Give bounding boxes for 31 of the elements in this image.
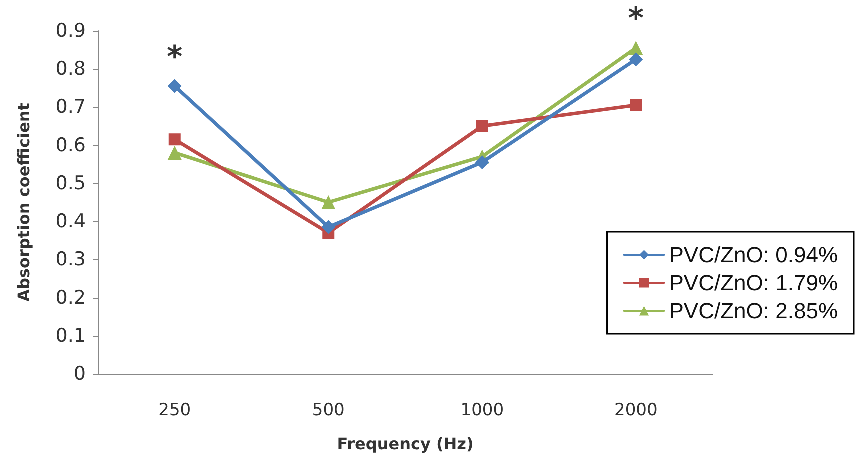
- y-tick-label: 0.2: [56, 286, 86, 309]
- y-tick-label: 0: [74, 363, 86, 385]
- y-tick-label: 0.4: [56, 210, 86, 233]
- legend-label: PVC/ZnO: 1.79%: [669, 270, 838, 296]
- x-tick-label: 500: [312, 400, 345, 420]
- y-tick-label: 0.1: [56, 324, 86, 347]
- point: [629, 41, 644, 56]
- y-tick-label: 0.7: [56, 96, 86, 118]
- annotation: *: [628, 2, 644, 37]
- y-tick-label: 0.5: [56, 172, 86, 194]
- x-tick-label: 2000: [614, 400, 658, 420]
- point: [629, 52, 644, 67]
- legend-label: PVC/ZnO: 0.94%: [669, 242, 838, 268]
- legend-label: PVC/ZnO: 2.85%: [669, 298, 838, 324]
- y-tick-label: 0.8: [56, 58, 86, 80]
- y-tick-label: 0.9: [56, 20, 86, 42]
- point: [322, 196, 336, 210]
- y-tick-label: 0.3: [56, 248, 86, 271]
- point: [476, 120, 488, 132]
- point: [168, 146, 182, 160]
- point: [475, 155, 490, 170]
- y-tick-label: 0.6: [56, 134, 86, 156]
- x-tick-label: 1000: [460, 400, 504, 420]
- point: [630, 99, 642, 112]
- y-axis-title: Absorption coefficient: [14, 102, 34, 302]
- x-tick-label: 250: [158, 400, 192, 420]
- annotation: *: [167, 40, 184, 75]
- x-axis-title: Frequency (Hz): [337, 434, 474, 454]
- point: [168, 79, 182, 94]
- point: [168, 134, 181, 146]
- point: [322, 220, 336, 234]
